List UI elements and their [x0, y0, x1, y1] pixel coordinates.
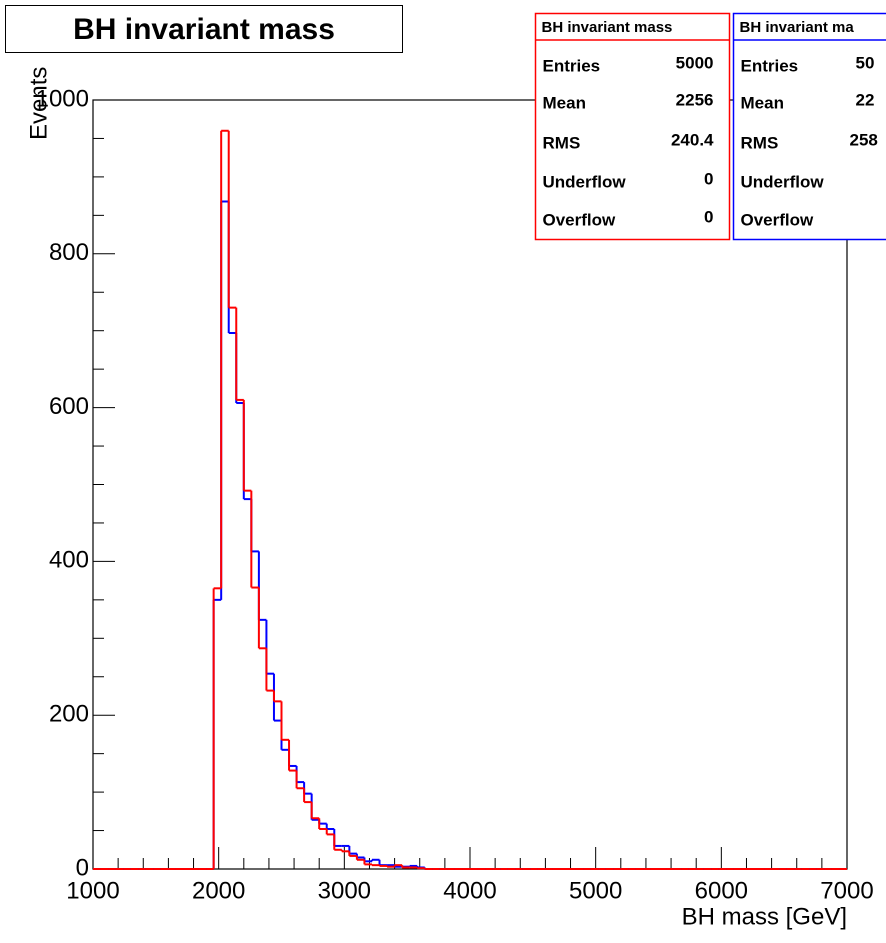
y-tick-label: 200	[49, 701, 89, 728]
stats-value: 22	[856, 90, 875, 109]
stats-value: 5000	[676, 53, 714, 72]
stats-title: BH invariant ma	[740, 19, 855, 36]
stats-label: Mean	[741, 93, 784, 112]
stats-value: 0	[704, 207, 713, 226]
x-axis-label: BH mass [GeV]	[682, 903, 847, 930]
stats-value: 2256	[676, 90, 714, 109]
stats-box	[734, 14, 886, 240]
x-tick-label: 5000	[569, 877, 622, 904]
x-tick-label: 2000	[192, 877, 245, 904]
y-tick-label: 1000	[36, 85, 89, 112]
stats-box	[536, 14, 730, 240]
x-tick-label: 7000	[820, 877, 873, 904]
x-tick-label: 1000	[66, 877, 119, 904]
stats-label: Entries	[543, 56, 601, 75]
x-tick-label: 4000	[443, 877, 496, 904]
stats-label: RMS	[543, 133, 581, 152]
chart-title: BH invariant mass	[73, 13, 335, 46]
x-tick-label: 6000	[695, 877, 748, 904]
y-tick-label: 0	[76, 854, 89, 881]
stats-label: Entries	[741, 56, 799, 75]
stats-label: Overflow	[741, 210, 815, 229]
y-tick-label: 400	[49, 547, 89, 574]
stats-label: RMS	[741, 133, 779, 152]
stats-value: 258	[850, 130, 878, 149]
stats-label: Underflow	[741, 172, 825, 191]
stats-label: Overflow	[543, 210, 617, 229]
y-tick-label: 800	[49, 239, 89, 266]
y-tick-label: 600	[49, 393, 89, 420]
x-tick-label: 3000	[318, 877, 371, 904]
stats-value: 0	[704, 169, 713, 188]
stats-title: BH invariant mass	[542, 19, 673, 36]
stats-value: 50	[856, 53, 875, 72]
stats-label: Underflow	[543, 172, 627, 191]
stats-label: Mean	[543, 93, 586, 112]
stats-value: 240.4	[671, 130, 714, 149]
